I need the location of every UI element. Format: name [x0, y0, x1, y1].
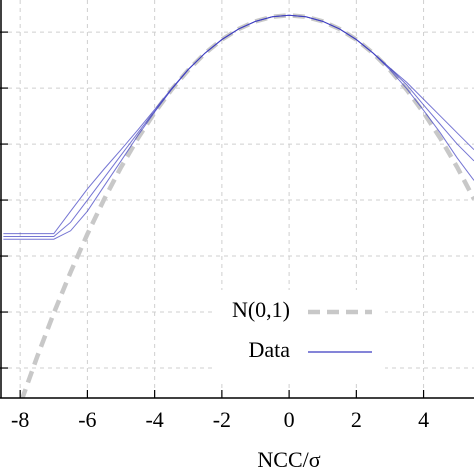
x-tick-label: -8 — [11, 407, 29, 432]
x-tick-label: -2 — [213, 407, 231, 432]
legend-label: Data — [248, 337, 290, 362]
legend: N(0,1) Data — [232, 297, 372, 362]
x-axis-label: NCC/σ — [257, 447, 320, 472]
x-tick-label: -4 — [145, 407, 163, 432]
legend-box — [215, 290, 385, 380]
data-line — [3, 14, 474, 235]
legend-label: N(0,1) — [232, 297, 290, 322]
x-tick-label: 2 — [351, 407, 362, 432]
data-line — [3, 14, 474, 237]
x-tick-label: 4 — [418, 407, 429, 432]
axes: -8 -6 -4 -2 0 2 4 — [0, 0, 474, 432]
plot-area — [3, 13, 474, 398]
x-tick-label: -6 — [78, 407, 96, 432]
data-line — [3, 14, 474, 240]
x-tick-label: 0 — [284, 407, 295, 432]
